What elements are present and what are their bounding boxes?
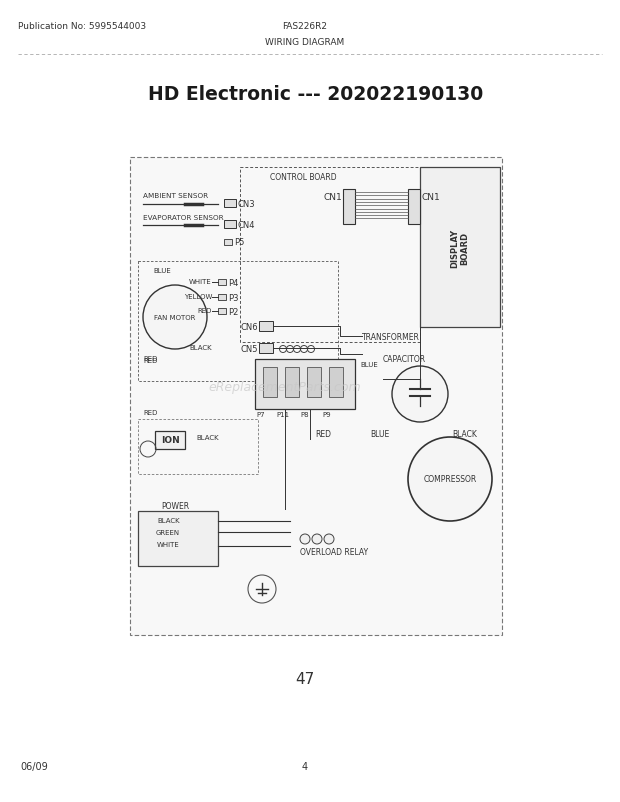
Text: BLACK: BLACK (196, 435, 219, 440)
Text: 47: 47 (295, 671, 314, 687)
Bar (224, 200, 236, 208)
Text: WHITE: WHITE (157, 541, 180, 547)
Bar (408, 190, 420, 225)
Circle shape (312, 534, 322, 545)
Text: Publication No: 5995544003: Publication No: 5995544003 (18, 22, 146, 31)
Text: RED: RED (315, 429, 331, 439)
Text: CAPACITOR: CAPACITOR (383, 354, 426, 363)
Text: CONTROL BOARD: CONTROL BOARD (270, 172, 336, 182)
Text: BLACK: BLACK (189, 345, 212, 350)
Text: CN1: CN1 (323, 193, 342, 202)
Text: BLUE: BLUE (360, 362, 378, 367)
Bar (285, 367, 299, 398)
Text: RED: RED (143, 358, 157, 363)
Text: YELLOW: YELLOW (184, 294, 212, 300)
Bar (259, 343, 273, 354)
Text: AMBIENT SENSOR: AMBIENT SENSOR (143, 192, 208, 199)
Text: CN5: CN5 (241, 345, 258, 354)
Bar (329, 367, 343, 398)
Text: FAS226R2: FAS226R2 (283, 22, 327, 31)
Text: P4: P4 (228, 278, 238, 288)
Text: P8: P8 (301, 411, 309, 418)
Text: FAN MOTOR: FAN MOTOR (154, 314, 196, 321)
Bar (218, 294, 226, 301)
Text: DISPLAY
BOARD: DISPLAY BOARD (450, 228, 470, 267)
Text: P7: P7 (257, 411, 265, 418)
Text: RED: RED (198, 308, 212, 314)
Text: CN4: CN4 (238, 221, 255, 229)
Text: CN3: CN3 (238, 200, 255, 209)
Text: P9: P9 (322, 411, 331, 418)
Bar (240, 168, 420, 342)
Text: CN6: CN6 (241, 322, 258, 331)
Text: CN1: CN1 (422, 193, 441, 202)
Bar (343, 190, 355, 225)
Text: 06/09: 06/09 (20, 761, 48, 771)
Text: BLUE: BLUE (153, 268, 170, 273)
Text: BLACK: BLACK (452, 429, 477, 439)
Text: OVERLOAD RELAY: OVERLOAD RELAY (300, 547, 368, 557)
Text: P11: P11 (277, 411, 290, 418)
Bar (138, 261, 338, 382)
Text: WIRING DIAGRAM: WIRING DIAGRAM (265, 38, 345, 47)
Text: EVAPORATOR SENSOR: EVAPORATOR SENSOR (143, 215, 224, 221)
Text: P3: P3 (228, 294, 239, 302)
Text: P5: P5 (234, 237, 244, 247)
Text: POWER: POWER (161, 501, 189, 510)
Bar (138, 512, 218, 566)
Text: BLACK: BLACK (157, 517, 180, 524)
Text: 4: 4 (302, 761, 308, 771)
Text: RED: RED (143, 410, 157, 415)
Bar (420, 168, 500, 327)
Bar (130, 158, 502, 635)
Text: P2: P2 (228, 308, 238, 317)
Text: WHITE: WHITE (189, 278, 212, 285)
Bar (138, 419, 258, 475)
Text: eReplacementParts.com: eReplacementParts.com (209, 381, 361, 394)
Circle shape (392, 367, 448, 423)
Circle shape (300, 534, 310, 545)
Text: GREEN: GREEN (156, 529, 180, 535)
Bar (224, 240, 232, 245)
Bar (218, 280, 226, 286)
Circle shape (143, 286, 207, 350)
Bar (255, 359, 355, 410)
Bar (218, 309, 226, 314)
Bar (259, 322, 273, 331)
Bar (263, 367, 277, 398)
Text: HD Electronic --- 202022190130: HD Electronic --- 202022190130 (148, 85, 483, 104)
Text: ION: ION (161, 436, 179, 445)
Text: TRANSFORMER: TRANSFORMER (362, 333, 420, 342)
Text: COMPRESSOR: COMPRESSOR (423, 475, 477, 484)
Circle shape (408, 437, 492, 521)
Text: BLUE: BLUE (370, 429, 389, 439)
Circle shape (324, 534, 334, 545)
Text: RED: RED (143, 355, 157, 362)
Bar (224, 221, 236, 229)
Bar (155, 431, 185, 449)
Bar (307, 367, 321, 398)
